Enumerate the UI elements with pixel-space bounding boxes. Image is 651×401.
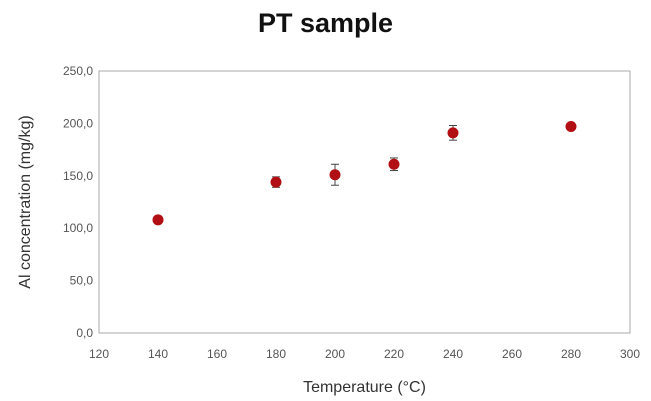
data-point <box>270 176 282 188</box>
data-point <box>565 121 577 133</box>
data-points <box>152 121 577 226</box>
y-axis-ticks: 0,0 50,0 100,0 150,0 200,0 250,0 <box>63 64 93 340</box>
y-tick-label: 200,0 <box>63 116 93 130</box>
x-tick-label: 200 <box>325 347 345 361</box>
y-tick-label: 100,0 <box>63 221 93 235</box>
x-tick-label: 180 <box>266 347 286 361</box>
data-point <box>152 214 164 226</box>
x-tick-label: 300 <box>620 347 640 361</box>
data-point <box>329 169 341 181</box>
data-point <box>388 158 400 170</box>
x-tick-label: 260 <box>502 347 522 361</box>
x-tick-label: 280 <box>561 347 581 361</box>
chart-title: PT sample <box>257 8 394 38</box>
y-tick-label: 0,0 <box>76 326 93 340</box>
x-tick-label: 120 <box>89 347 109 361</box>
x-tick-label: 240 <box>443 347 463 361</box>
x-tick-label: 160 <box>207 347 227 361</box>
y-tick-label: 250,0 <box>63 64 93 78</box>
y-tick-label: 150,0 <box>63 169 93 183</box>
data-point <box>447 127 459 139</box>
plot-area-frame <box>98 70 631 334</box>
x-tick-label: 140 <box>148 347 168 361</box>
x-tick-label: 220 <box>384 347 404 361</box>
y-tick-label: 50,0 <box>70 274 94 288</box>
y-axis-label: Al concentration (mg/kg) <box>17 115 34 288</box>
x-axis-label: Temperature (°C) <box>303 379 426 396</box>
x-axis-ticks: 120 140 160 180 200 220 240 260 280 300 <box>89 347 640 361</box>
